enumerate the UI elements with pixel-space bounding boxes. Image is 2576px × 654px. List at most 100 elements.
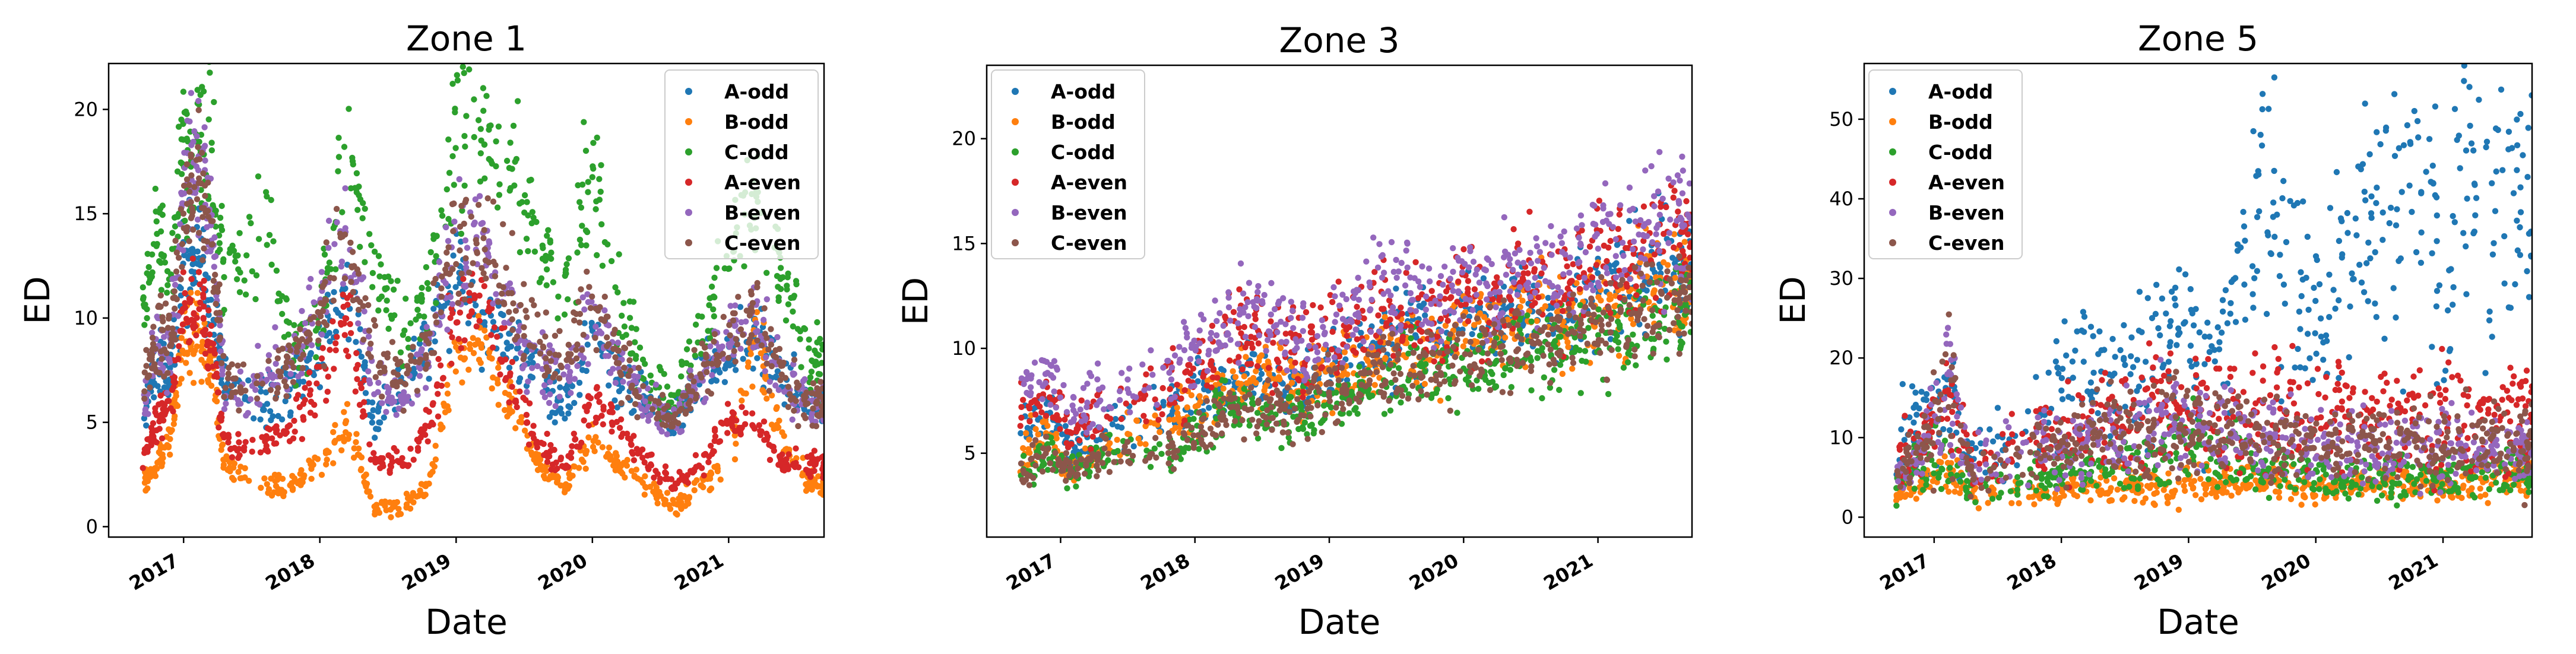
scatter-point <box>156 370 163 376</box>
scatter-point <box>1196 446 1202 452</box>
scatter-point <box>683 476 689 483</box>
scatter-point <box>346 106 352 112</box>
scatter-point <box>820 453 824 460</box>
scatter-point <box>611 397 618 404</box>
scatter-point <box>355 320 362 327</box>
scatter-point <box>336 435 343 442</box>
scatter-point <box>610 331 617 337</box>
scatter-point <box>1219 372 1226 379</box>
scatter-point <box>592 335 598 341</box>
scatter-point <box>1559 370 1566 377</box>
scatter-point <box>628 468 635 474</box>
scatter-point <box>332 266 339 272</box>
scatter-point <box>647 484 654 490</box>
scatter-point <box>452 145 459 151</box>
scatter-point <box>662 463 669 470</box>
scatter-point <box>515 328 522 334</box>
scatter-point <box>776 453 783 459</box>
scatter-point <box>654 420 661 427</box>
scatter-point <box>730 410 737 417</box>
scatter-point <box>479 265 485 271</box>
scatter-point <box>458 345 464 351</box>
scatter-point <box>814 319 820 326</box>
scatter-point <box>439 273 445 280</box>
scatter-point <box>558 410 565 417</box>
scatter-point <box>159 444 166 450</box>
scatter-point <box>778 285 784 293</box>
scatter-point <box>683 346 690 353</box>
scatter-point <box>507 379 514 385</box>
scatter-point <box>385 325 392 332</box>
scatter-point <box>162 300 169 307</box>
scatter-point <box>183 201 191 207</box>
legend-label: C-odd <box>724 141 789 164</box>
scatter-point <box>592 206 599 212</box>
scatter-point <box>364 488 370 495</box>
scatter-point <box>394 278 401 284</box>
x-tick-label: 2021 <box>670 549 727 595</box>
scatter-point <box>416 373 423 379</box>
scatter-point <box>385 389 391 396</box>
scatter-point <box>787 391 793 398</box>
scatter-point <box>376 273 383 280</box>
scatter-point <box>689 469 696 476</box>
scatter-point <box>675 390 682 396</box>
scatter-point <box>335 154 343 160</box>
scatter-point <box>1607 336 1614 342</box>
scatter-point <box>1442 322 1449 329</box>
scatter-point <box>579 181 586 188</box>
scatter-point <box>408 400 415 407</box>
scatter-point <box>775 424 782 431</box>
scatter-point <box>200 315 207 322</box>
scatter-point <box>1253 368 1259 374</box>
scatter-point <box>360 408 366 415</box>
scatter-point <box>693 477 700 484</box>
scatter-point <box>182 290 188 297</box>
scatter-point <box>761 437 768 443</box>
scatter-point <box>785 270 791 277</box>
series-C-even <box>141 107 824 430</box>
scatter-point <box>273 360 279 367</box>
scatter-point <box>614 339 622 346</box>
scatter-point <box>687 373 695 379</box>
scatter-point <box>274 355 281 361</box>
scatter-point <box>433 253 439 259</box>
scatter-point <box>496 282 503 289</box>
scatter-point <box>544 453 551 460</box>
scatter-point <box>776 417 782 424</box>
scatter-point <box>562 415 568 422</box>
scatter-point <box>353 439 359 446</box>
scatter-point <box>407 353 414 359</box>
scatter-point <box>375 253 382 259</box>
scatter-point <box>587 395 594 402</box>
scatter-point <box>290 364 297 371</box>
scatter-point <box>628 441 635 447</box>
scatter-point <box>465 366 472 373</box>
scatter-point <box>397 358 404 365</box>
y-tick-label: 10 <box>74 307 98 329</box>
scatter-point <box>636 344 644 351</box>
scatter-point <box>633 326 639 332</box>
scatter-point <box>264 481 270 487</box>
scatter-point <box>768 392 775 399</box>
scatter-point <box>191 184 198 191</box>
scatter-point <box>606 408 613 415</box>
scatter-point <box>235 469 242 475</box>
scatter-point <box>424 438 431 445</box>
scatter-point <box>664 383 671 390</box>
scatter-point <box>414 436 420 443</box>
scatter-point <box>213 223 219 230</box>
scatter-point <box>557 362 564 369</box>
scatter-point <box>1565 344 1571 350</box>
scatter-point <box>575 299 582 305</box>
scatter-point <box>1421 300 1427 307</box>
scatter-point <box>377 369 384 376</box>
scatter-point <box>400 407 407 414</box>
scatter-point <box>194 290 201 296</box>
scatter-point <box>1243 354 1249 360</box>
scatter-point <box>445 136 452 143</box>
scatter-point <box>501 407 508 414</box>
scatter-point <box>739 424 745 431</box>
scatter-point <box>452 368 459 375</box>
scatter-point <box>331 275 337 282</box>
